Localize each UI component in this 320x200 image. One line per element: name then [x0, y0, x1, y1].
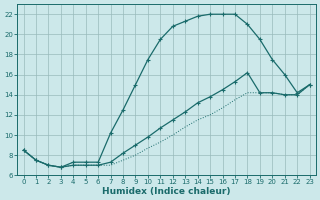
- X-axis label: Humidex (Indice chaleur): Humidex (Indice chaleur): [102, 187, 231, 196]
